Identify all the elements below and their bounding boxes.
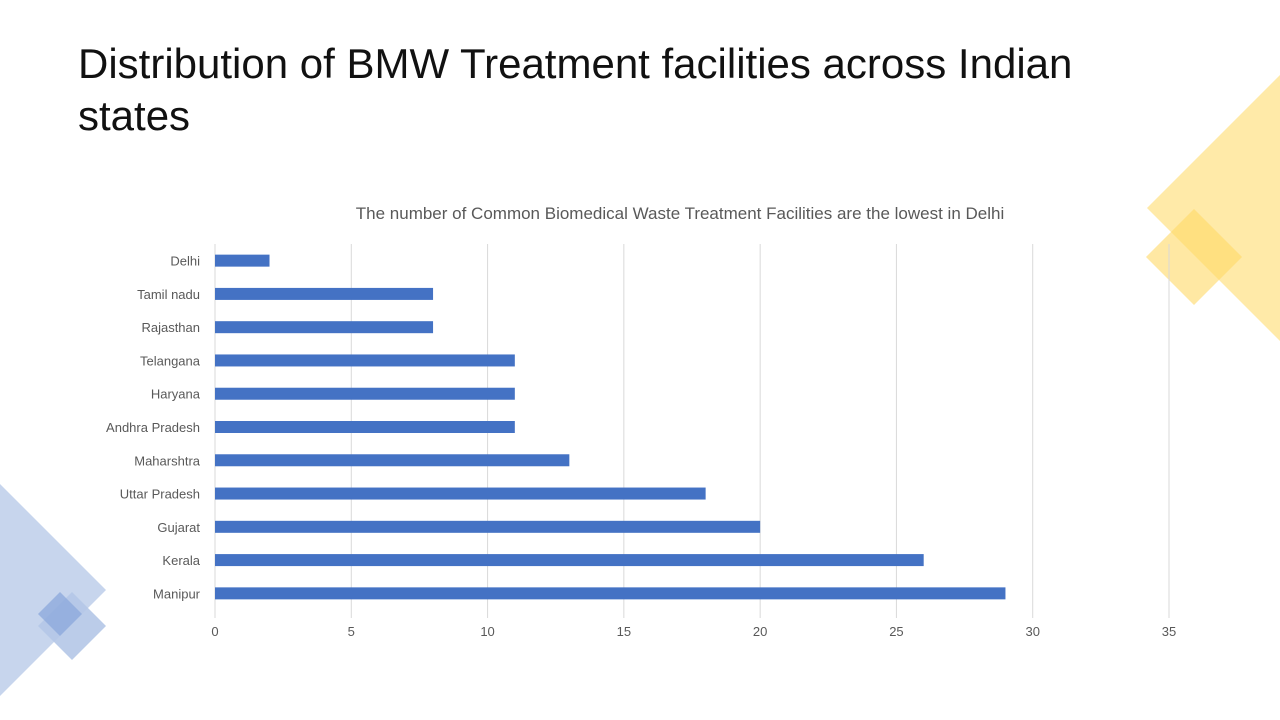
deco-yellow-large-diamond bbox=[1147, 75, 1280, 341]
bar bbox=[215, 254, 270, 267]
category-label: Uttar Pradesh bbox=[120, 487, 200, 502]
x-tick-label: 25 bbox=[889, 624, 903, 639]
deco-blue-large-diamond bbox=[0, 484, 106, 696]
x-tick-label: 10 bbox=[480, 624, 494, 639]
bar bbox=[215, 587, 1006, 600]
category-label: Rajasthan bbox=[141, 320, 200, 335]
x-tick-label: 0 bbox=[211, 624, 218, 639]
bar bbox=[215, 321, 434, 334]
slide-title: Distribution of BMW Treatment facilities… bbox=[78, 40, 1073, 139]
category-label: Haryana bbox=[151, 387, 201, 402]
bar bbox=[215, 520, 761, 533]
category-label: Tamil nadu bbox=[137, 287, 200, 302]
category-label: Telangana bbox=[140, 353, 201, 368]
category-label: Maharshtra bbox=[134, 453, 201, 468]
bar bbox=[215, 421, 515, 433]
bar bbox=[215, 354, 515, 367]
x-tick-label: 20 bbox=[753, 624, 767, 639]
category-label: Gujarat bbox=[157, 520, 200, 535]
chart-title: The number of Common Biomedical Waste Tr… bbox=[355, 204, 1005, 223]
bar bbox=[215, 287, 434, 300]
x-tick-label: 5 bbox=[348, 624, 355, 639]
deco-yellow-small-diamond bbox=[1146, 209, 1242, 305]
x-tick-label: 30 bbox=[1025, 624, 1039, 639]
bar bbox=[215, 554, 924, 567]
bar bbox=[215, 387, 515, 400]
bar bbox=[215, 487, 706, 500]
x-tick-label: 15 bbox=[617, 624, 631, 639]
category-label: Delhi bbox=[170, 254, 200, 269]
category-label: Manipur bbox=[153, 586, 201, 601]
deco-blue-overlap-diamond bbox=[38, 592, 82, 636]
x-tick-label: 35 bbox=[1162, 624, 1176, 639]
category-label: Kerala bbox=[162, 553, 200, 568]
bar bbox=[215, 454, 570, 467]
category-label: Andhra Pradesh bbox=[106, 420, 200, 435]
